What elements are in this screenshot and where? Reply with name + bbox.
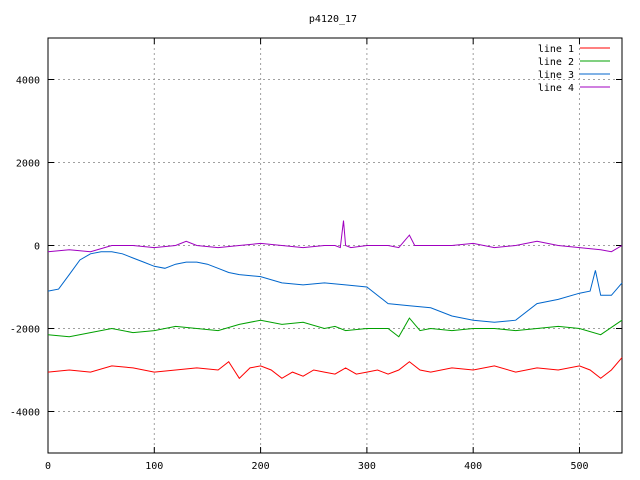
legend: line 1 line 2 line 3 line 4	[538, 44, 610, 94]
y-axis: -4000 -2000 0 2000 4000	[10, 76, 622, 419]
x-tick-label: 500	[570, 461, 588, 472]
legend-label: line 3	[538, 70, 574, 81]
grid-lines	[48, 38, 622, 453]
y-tick-label: -2000	[10, 325, 40, 336]
y-tick-label: 2000	[16, 159, 40, 170]
series-lines	[47, 220, 623, 380]
x-axis: 0 100 200 300 400 500	[45, 38, 589, 472]
series-line-4	[47, 220, 623, 253]
legend-label: line 4	[538, 83, 574, 94]
legend-label: line 1	[538, 44, 574, 55]
x-tick-label: 300	[358, 461, 376, 472]
x-tick-label: 200	[252, 461, 270, 472]
series-line-2	[47, 317, 623, 338]
legend-label: line 2	[538, 57, 574, 68]
series-line-1	[47, 357, 623, 380]
series-line-3	[47, 251, 623, 323]
chart-title: p4120_17	[309, 14, 357, 25]
y-tick-label: 0	[34, 242, 40, 253]
x-tick-label: 100	[145, 461, 163, 472]
x-tick-label: 400	[464, 461, 482, 472]
y-tick-label: 4000	[16, 76, 40, 87]
x-tick-label: 0	[45, 461, 51, 472]
y-tick-label: -4000	[10, 408, 40, 419]
